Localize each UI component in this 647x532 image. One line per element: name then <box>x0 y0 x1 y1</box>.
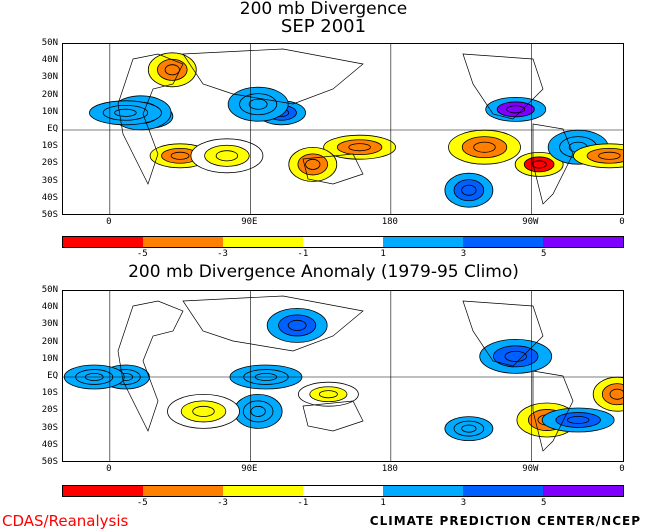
map-title: 200 mb Divergence <box>239 0 408 19</box>
coastline <box>462 300 544 367</box>
lon-label: 0 <box>106 464 112 474</box>
colorbar-swatch <box>303 237 383 247</box>
contour-cell <box>448 129 521 165</box>
colorbar-tick-label: -5 <box>136 498 148 508</box>
lon-label: 0 <box>619 217 625 227</box>
coastline <box>532 370 574 452</box>
colorbar-swatch <box>143 486 223 496</box>
contour-cell <box>147 52 197 88</box>
lat-label: 30S <box>41 422 58 433</box>
lat-label: 30N <box>41 72 58 83</box>
coastline <box>117 53 184 185</box>
contour-cell <box>485 96 547 122</box>
lat-label: 30N <box>41 319 58 330</box>
contour-cell <box>266 308 328 343</box>
contour-cell <box>479 338 553 374</box>
colorbar-bottom <box>62 485 624 497</box>
colorbar-tick-label: 5 <box>540 249 547 259</box>
colorbar-swatch <box>63 237 143 247</box>
contour-cell <box>297 381 359 407</box>
coastline <box>302 153 364 185</box>
lon-label: 90W <box>522 464 539 474</box>
colorbar-swatch <box>463 237 543 247</box>
contour-cell <box>233 394 283 429</box>
colorbar-swatch <box>143 237 223 247</box>
anomaly-field-svg <box>63 291 623 461</box>
colorbar-tick-label: -1 <box>297 249 309 259</box>
source-label: CDAS/Reanalysis <box>2 512 129 530</box>
lat-label: 10S <box>41 141 58 152</box>
lat-label: 50S <box>41 457 58 467</box>
lat-label: 20S <box>41 405 58 416</box>
lon-label: 90E <box>241 464 258 474</box>
contour-cell <box>444 172 494 208</box>
lon-label: 180 <box>381 464 398 474</box>
total-field-svg <box>63 44 623 214</box>
lat-label: 40N <box>41 55 58 66</box>
colorbar-swatch <box>223 486 303 496</box>
lat-label: 10N <box>41 106 58 117</box>
colorbar-tick-label: 1 <box>380 249 386 259</box>
contour-cell <box>227 86 289 122</box>
colorbar-swatch <box>543 237 623 247</box>
contour-cell <box>592 376 623 412</box>
divergence-anomaly-map <box>62 290 624 462</box>
lon-label: 90W <box>522 217 539 227</box>
lat-label: 30S <box>41 175 58 186</box>
colorbar-tick-label: -3 <box>217 498 228 508</box>
lat-label: EQ <box>47 371 58 381</box>
lat-label: 40S <box>41 439 58 450</box>
lat-label: 50N <box>41 285 58 295</box>
colorbar-swatch <box>223 237 303 247</box>
lat-label: EQ <box>47 124 58 134</box>
colorbar-swatch <box>463 486 543 496</box>
coastline <box>117 300 184 432</box>
colorbar-tick-label: -3 <box>217 249 228 259</box>
contour-cell <box>541 407 615 433</box>
colorbar-tick-label: 1 <box>380 498 386 508</box>
colorbar-swatch <box>303 486 383 496</box>
lat-label: 50S <box>41 210 58 220</box>
lat-label: 20N <box>41 89 58 100</box>
coastline <box>182 48 364 105</box>
contour-cell <box>167 394 240 429</box>
colorbar-tick-label: 3 <box>460 249 467 259</box>
colorbar-swatch <box>383 486 463 496</box>
colorbar-tick-label: 5 <box>540 498 547 508</box>
lat-label: 20N <box>41 336 58 347</box>
colorbar-tick-label: 3 <box>460 498 467 508</box>
contour-cell <box>190 138 264 174</box>
map-date: SEP 2001 <box>280 16 367 37</box>
lat-label: 10S <box>41 388 58 399</box>
contour-cell <box>323 134 397 160</box>
contour-cell <box>89 100 162 126</box>
colorbar-swatch <box>63 486 143 496</box>
coastline <box>302 400 364 432</box>
lat-label: 10N <box>41 353 58 364</box>
colorbar-tick-label: -5 <box>136 249 148 259</box>
contour-cell <box>514 152 564 177</box>
divergence-map <box>62 43 624 215</box>
contour-cell <box>444 416 494 442</box>
colorbar-tick-label: -1 <box>297 498 309 508</box>
credit-label: CLIMATE PREDICTION CENTER/NCEP <box>369 514 641 528</box>
lat-label: 40S <box>41 192 58 203</box>
lat-label: 40N <box>41 302 58 313</box>
coastline <box>532 123 574 205</box>
coastline <box>182 295 364 352</box>
contour-cell <box>572 143 623 169</box>
lon-label: 0 <box>106 217 112 227</box>
anomaly-title: 200 mb Divergence Anomaly (1979-95 Climo… <box>128 262 519 282</box>
lat-label: 20S <box>41 158 58 169</box>
lon-label: 90E <box>241 217 258 227</box>
lat-label: 50N <box>41 38 58 48</box>
lon-label: 0 <box>619 464 625 474</box>
colorbar-swatch <box>543 486 623 496</box>
coastline <box>462 53 544 120</box>
contour-cell <box>288 147 338 182</box>
colorbar-swatch <box>383 237 463 247</box>
colorbar-top <box>62 236 624 248</box>
lon-label: 180 <box>381 217 398 227</box>
